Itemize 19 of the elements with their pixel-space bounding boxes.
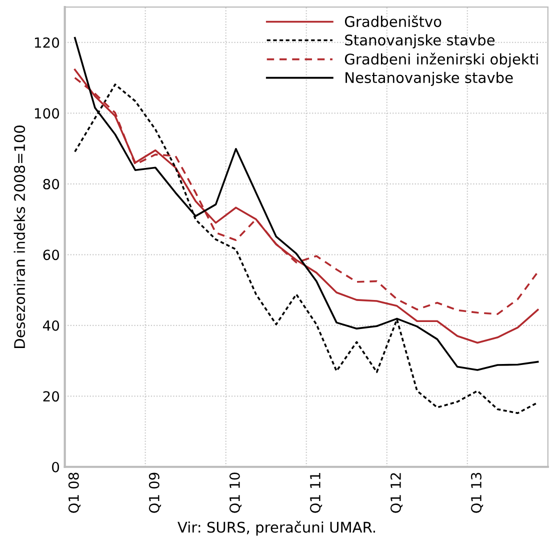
y-tick-label: 100 [34, 108, 60, 119]
y-tick-label: 60 [43, 250, 60, 260]
y-tick-label: 80 [43, 178, 60, 190]
x-tick-label: Q1 08 [68, 472, 81, 513]
x-tick-label: Q1 11 [310, 473, 322, 513]
x-tick-label: Q1 10 [229, 472, 242, 513]
x-tick-label: Q1 13 [470, 472, 484, 513]
y-tick-label: 120 [34, 37, 60, 48]
legend-label: Stanovanjske stavbe [345, 34, 495, 48]
y-tick-label: 20 [43, 391, 60, 402]
legend-label: Gradbeništvo [344, 15, 442, 28]
text: Vir: SURS, preračuni UMAR. [178, 520, 375, 536]
legend-label: Gradbeni inženirski objekti [344, 52, 538, 68]
legend-label: Nestanovanjske stavbe [346, 72, 513, 86]
x-tick-label: Q1 12 [390, 473, 403, 513]
y-tick-label: 0 [52, 462, 60, 472]
y-tick-label: 40 [42, 320, 60, 331]
y-axis-title: Desezoniran indeks 2008=100 [14, 126, 26, 348]
x-tick-label: Q1 09 [148, 472, 162, 513]
